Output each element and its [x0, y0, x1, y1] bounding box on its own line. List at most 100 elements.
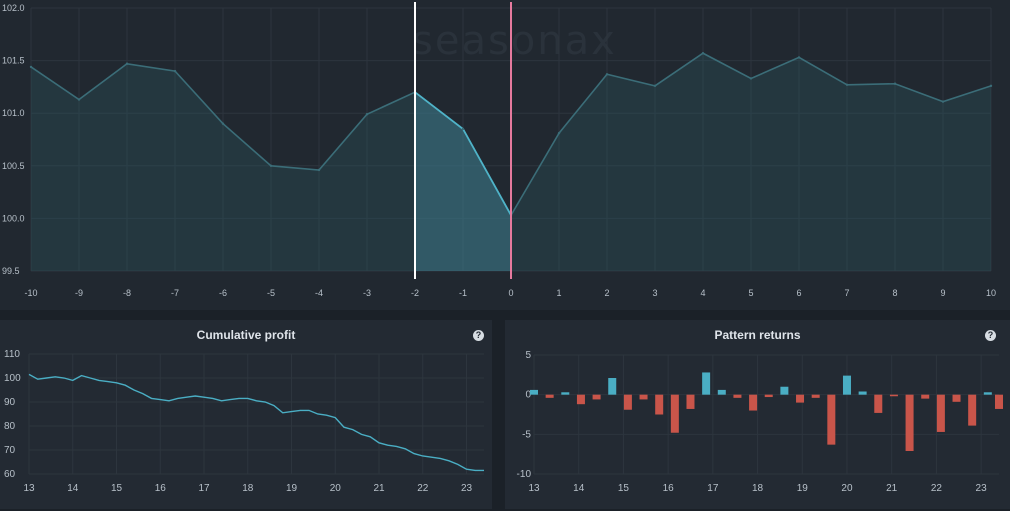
negative-return-bar [889, 394, 898, 397]
negative-return-bar [686, 394, 695, 409]
x-tick-label: 17 [707, 483, 719, 494]
y-tick-label: 5 [525, 350, 531, 361]
pattern-returns-chart: 13 14 15 16 17 18 19 20 21 22 23 -10 -5 0 5 [517, 350, 1003, 494]
data-point [173, 69, 177, 73]
data-point [653, 84, 657, 88]
x-tick-label: 22 [931, 483, 943, 494]
negative-return-bar [749, 394, 758, 411]
cumulative-line [28, 373, 484, 472]
data-point [797, 56, 801, 59]
positive-return-bar [858, 391, 867, 395]
x-tick-label: -7 [171, 288, 179, 298]
x-tick-label: -10 [24, 288, 37, 298]
x-tick-label: 20 [330, 483, 342, 494]
negative-return-bar [811, 394, 820, 398]
negative-return-bar [827, 394, 836, 445]
y-tick-label: -10 [517, 469, 532, 480]
cumulative-profit-panel: Cumulative profit ? 13 14 15 16 17 18 19 20 21 22… [0, 320, 492, 509]
x-tick-label: 21 [886, 483, 898, 494]
data-point [365, 113, 369, 116]
negative-return-bar [670, 394, 679, 433]
x-tick-label: 13 [528, 483, 540, 494]
negative-return-bar [995, 394, 1003, 409]
data-point [221, 122, 225, 125]
data-point [989, 84, 993, 88]
x-tick-label: 4 [700, 288, 705, 298]
x-tick-label: 1 [556, 288, 561, 298]
positive-return-bar [530, 389, 538, 395]
x-tick-label: 23 [976, 483, 988, 494]
x-tick-label: -1 [459, 288, 467, 298]
negative-return-bar [655, 394, 664, 415]
data-point [269, 164, 273, 167]
y-tick-label: 99.5 [2, 266, 20, 276]
x-tick-label: 19 [286, 483, 298, 494]
positive-return-bar [561, 392, 570, 395]
highlight-area-fill [415, 92, 511, 271]
x-tick-label: -8 [123, 288, 131, 298]
y-tick-label: 100.0 [2, 213, 25, 223]
y-tick-label: 101.5 [2, 56, 25, 66]
data-point [29, 65, 33, 69]
x-tick-label: 19 [797, 483, 809, 494]
x-tick-label: 23 [461, 483, 473, 494]
x-tick-label: 3 [652, 288, 657, 298]
data-point [317, 168, 321, 172]
y-tick-label: 80 [4, 421, 16, 432]
x-tick-label: 0 [508, 288, 513, 298]
watermark-logo: seasonax [412, 18, 617, 64]
x-tick-label: 13 [23, 483, 35, 494]
x-tick-label: 6 [796, 288, 801, 298]
data-point [701, 52, 705, 55]
cumulative-help-icon[interactable]: ? [473, 330, 484, 341]
x-tick-label: 7 [844, 288, 849, 298]
x-tick-label: 2 [604, 288, 609, 298]
y-tick-label: 70 [4, 445, 16, 456]
y-tick-label: 100 [4, 373, 21, 384]
x-tick-label: -5 [267, 288, 275, 298]
x-tick-label: 16 [155, 483, 167, 494]
negative-return-bar [921, 394, 930, 399]
positive-return-bar [717, 389, 726, 395]
positive-return-bar [983, 392, 992, 395]
x-tick-label: 17 [198, 483, 210, 494]
y-tick-label: 102.0 [2, 3, 25, 13]
x-tick-label: -6 [219, 288, 227, 298]
pattern-returns-panel: Pattern returns ? 13 14 15 16 17 18 19 20 21 22 23… [505, 320, 1010, 509]
negative-return-bar [952, 394, 961, 402]
x-tick-label: 21 [373, 483, 385, 494]
data-point [125, 62, 129, 65]
data-point [941, 100, 945, 103]
data-point [461, 127, 465, 131]
cumulative-profit-chart: 13 14 15 16 17 18 19 20 21 22 23 60 70 80 90 100 110 [4, 349, 484, 494]
pattern-returns-title: Pattern returns [714, 328, 801, 342]
x-tick-label: 5 [748, 288, 753, 298]
x-tick-label: 20 [841, 483, 853, 494]
y-tick-label: -5 [522, 429, 531, 440]
y-tick-label: 101.0 [2, 108, 25, 118]
seasonal-chart-panel: seasonax -10 -9 -8 -7 -6 -5 -4 -3 -2 -1 0 1 2 3 4 5 6 7 8 9… [2, 2, 997, 298]
x-tick-label: 14 [67, 483, 79, 494]
data-point [77, 98, 81, 101]
data-point [605, 73, 609, 76]
x-tick-label: 22 [417, 483, 429, 494]
pattern-help-icon[interactable]: ? [985, 330, 996, 341]
data-point [557, 131, 561, 135]
y-tick-label: 60 [4, 469, 16, 480]
negative-return-bar [639, 394, 648, 400]
data-point [749, 77, 753, 80]
area-fill [31, 53, 991, 272]
y-tick-label: 90 [4, 397, 16, 408]
positive-return-bar [780, 386, 789, 395]
negative-return-bar [623, 394, 632, 410]
data-point [893, 82, 897, 85]
x-tick-label: -9 [75, 288, 83, 298]
negative-return-bar [592, 394, 601, 400]
x-tick-label: -4 [315, 288, 323, 298]
x-tick-label: 18 [752, 483, 764, 494]
x-tick-label: 9 [940, 288, 945, 298]
y-tick-label: 0 [525, 390, 531, 401]
cumulative-profit-title: Cumulative profit [196, 328, 296, 342]
negative-return-bar [968, 394, 977, 426]
x-tick-label: 15 [111, 483, 123, 494]
